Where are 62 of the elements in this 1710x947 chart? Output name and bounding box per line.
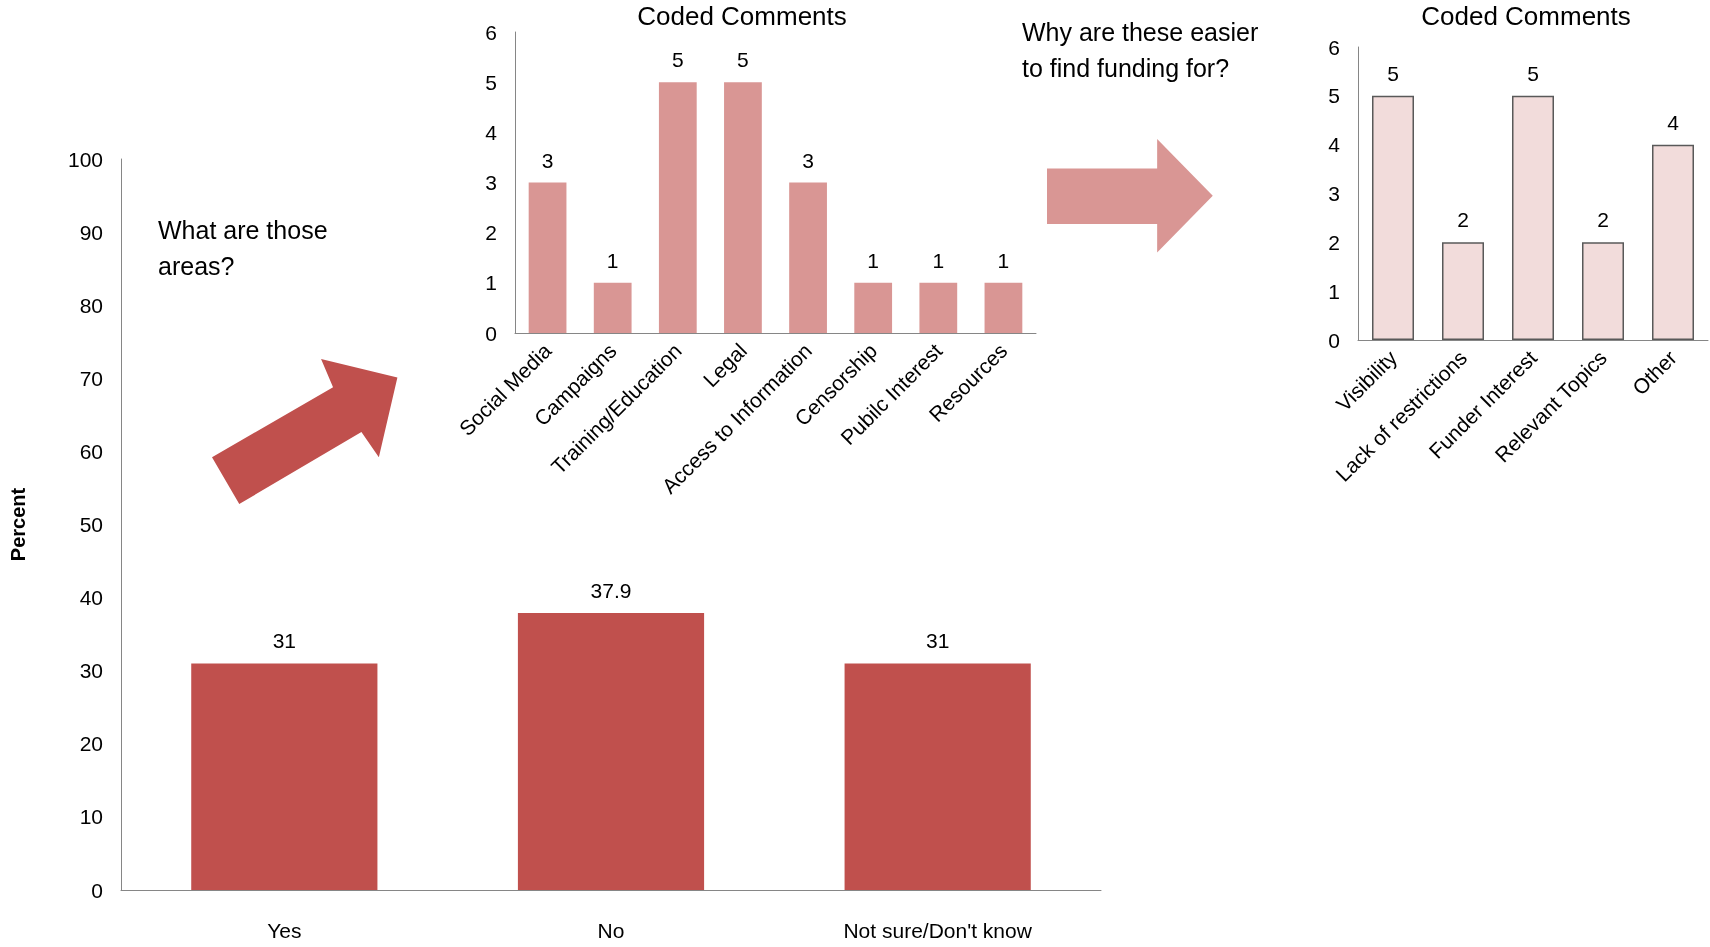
chart-title: Coded Comments	[637, 1, 847, 31]
data-label: 37.9	[590, 578, 632, 602]
bar	[1512, 95, 1554, 340]
y-tick-label: 3	[1328, 182, 1340, 205]
bar	[984, 282, 1023, 333]
data-label: 1	[867, 248, 880, 272]
y-tick-label: 100	[67, 147, 103, 171]
data-label: 3	[802, 148, 814, 172]
data-label: 3	[541, 148, 554, 172]
x-tick-label: No	[597, 919, 625, 942]
bar	[724, 82, 762, 333]
y-tick-label: 4	[1328, 133, 1341, 157]
bar	[789, 182, 827, 333]
y-tick-label: 0	[1328, 328, 1340, 352]
bar	[919, 282, 958, 333]
bar	[1582, 242, 1624, 340]
y-tick-label: 80	[79, 293, 103, 317]
annotation: Why are these easier to find funding for?	[1022, 18, 1259, 82]
bar	[1372, 95, 1414, 340]
data-label: 5	[737, 48, 749, 72]
data-label: 1	[932, 248, 945, 272]
data-label: 31	[272, 629, 297, 653]
y-tick-label: 5	[1328, 84, 1340, 108]
y-tick-label: 1	[1328, 279, 1340, 303]
bar	[528, 182, 567, 333]
y-tick-label: 2	[485, 221, 497, 245]
x-tick-label: Yes	[267, 919, 302, 942]
y-tick-label: 1	[485, 271, 497, 295]
y-tick-label: 0	[485, 321, 497, 345]
x-tick-label: Not sure/Don't know	[843, 919, 1033, 942]
data-label: 31	[925, 629, 950, 653]
bar	[593, 282, 632, 333]
y-tick-label: 20	[79, 732, 103, 756]
y-tick-label: 50	[79, 513, 103, 536]
y-tick-label: 5	[485, 70, 497, 94]
bar	[1442, 242, 1484, 340]
y-tick-label: 6	[485, 20, 497, 44]
data-label: 4	[1667, 110, 1680, 134]
y-tick-label: 6	[1328, 35, 1340, 59]
y-axis-title: Percent	[7, 487, 29, 562]
annotation: What are those areas?	[158, 216, 328, 280]
bar	[1652, 144, 1694, 340]
y-tick-label: 10	[79, 805, 103, 829]
data-label: 1	[997, 248, 1010, 272]
data-label: 5	[1387, 61, 1399, 85]
y-tick-label: 4	[485, 120, 498, 144]
data-label: 2	[1457, 208, 1469, 232]
y-tick-label: 2	[1328, 230, 1340, 254]
y-tick-label: 40	[79, 586, 103, 610]
y-tick-label: 30	[79, 659, 103, 683]
bar	[854, 282, 893, 333]
chart-title: Coded Comments	[1421, 1, 1631, 31]
data-label: 5	[1527, 61, 1539, 85]
y-tick-label: 70	[79, 366, 103, 390]
y-tick-label: 60	[79, 439, 103, 463]
bar	[658, 82, 697, 333]
data-label: 1	[606, 248, 619, 272]
y-tick-label: 3	[485, 171, 497, 194]
y-tick-label: 90	[79, 220, 103, 244]
data-label: 2	[1597, 208, 1609, 232]
data-label: 5	[671, 48, 684, 72]
y-tick-label: 0	[91, 878, 103, 902]
